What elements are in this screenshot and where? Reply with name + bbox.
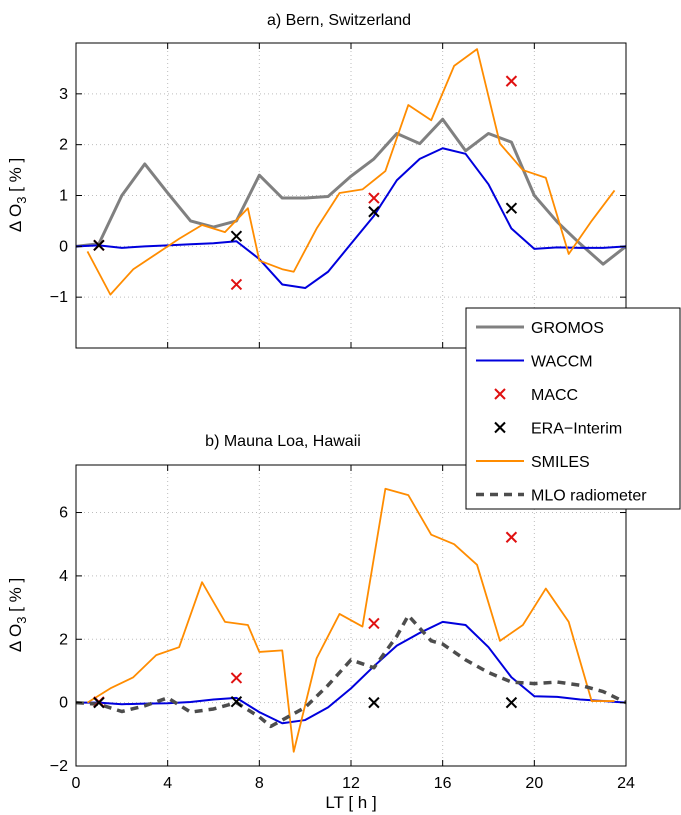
legend-marker xyxy=(494,388,506,400)
legend-entry-smiles: SMILES xyxy=(476,454,590,471)
legend-box xyxy=(465,307,681,510)
marker-era-interim xyxy=(93,239,105,252)
marker-macc xyxy=(368,617,380,630)
y-tick-label: 0 xyxy=(59,238,68,255)
series-line-gromos xyxy=(76,117,626,266)
series-b xyxy=(76,487,626,753)
legend-entry-mlo-radiometer: MLO radiometer xyxy=(476,488,647,505)
y-axis-label-b-unit: [ % ] xyxy=(6,578,25,617)
legend-label: MLO radiometer xyxy=(531,488,647,505)
y-ticks-a: −1 0 1 2 3 xyxy=(50,86,626,306)
x-tick-label: 24 xyxy=(617,775,635,792)
marker-era-interim xyxy=(230,695,243,708)
grid-b xyxy=(76,465,626,767)
x-tick-label: 4 xyxy=(163,775,172,792)
legend-entry-waccm: WACCM xyxy=(476,354,593,371)
y-ticks-b: −2 0 2 4 6 xyxy=(50,505,626,775)
x-ticks-b: 0 4 8 12 16 20 24 xyxy=(72,465,635,792)
y-tick-label: 1 xyxy=(59,188,68,205)
y-axis-label-a-sub: 3 xyxy=(14,197,29,204)
legend-entry-era-interim: ERA−Interim xyxy=(494,421,622,438)
marker-era-interim xyxy=(505,202,518,214)
y-tick-label: 2 xyxy=(59,631,68,648)
marker-era-interim xyxy=(93,696,105,709)
legend-label: ERA−Interim xyxy=(531,421,622,438)
x-tick-label: 20 xyxy=(525,775,543,792)
marker-macc xyxy=(505,75,518,87)
marker-macc xyxy=(230,278,243,291)
marker-era-interim xyxy=(230,230,243,242)
y-tick-label: 0 xyxy=(59,695,68,712)
series-line-smiles xyxy=(86,48,616,296)
series-group xyxy=(76,487,626,753)
series-line-waccm xyxy=(76,620,626,725)
y-axis-label-b-sub: 3 xyxy=(14,617,29,624)
series-line-mlo-radiometer xyxy=(76,613,626,729)
y-tick-label: 3 xyxy=(59,86,68,103)
y-axis-label-b: Δ O3 [ % ] xyxy=(6,578,29,652)
series-line-smiles xyxy=(86,487,615,753)
y-axis-label-a-main: Δ O xyxy=(6,204,25,232)
y-axis-label-a-unit: [ % ] xyxy=(6,158,25,197)
marker-macc xyxy=(368,192,380,204)
series-a xyxy=(76,48,626,296)
legend-entry-macc: MACC xyxy=(494,387,578,404)
marker-era-interim xyxy=(505,696,518,709)
y-tick-label: 2 xyxy=(59,137,68,154)
chart-title-b: b) Mauna Loa, Hawaii xyxy=(205,433,361,450)
legend-marker xyxy=(494,421,506,434)
legend-label: MACC xyxy=(531,387,578,404)
marker-era-interim xyxy=(368,696,380,709)
y-tick-label: 6 xyxy=(59,505,68,522)
plot-frame-b xyxy=(75,464,627,767)
x-tick-label: 8 xyxy=(255,775,264,792)
series-group xyxy=(76,48,626,296)
y-axis-label-b-main: Δ O xyxy=(6,624,25,652)
y-tick-label: −2 xyxy=(50,758,68,775)
legend-label: WACCM xyxy=(531,354,593,371)
marker-macc xyxy=(230,672,243,684)
legend-label: SMILES xyxy=(531,454,590,471)
chart-title-a: a) Bern, Switzerland xyxy=(267,12,411,29)
y-tick-label: −1 xyxy=(50,289,68,306)
y-tick-label: 4 xyxy=(59,568,68,585)
x-tick-label: 12 xyxy=(342,775,360,792)
marker-era-interim xyxy=(368,206,380,218)
y-axis-label-a: Δ O3 [ % ] xyxy=(6,158,29,232)
legend-entries: GROMOS WACCM MACC ERA−Interim SMILES MLO radi… xyxy=(476,320,647,505)
x-axis-label-b: LT [ h ] xyxy=(325,793,376,812)
legend: GROMOS WACCM MACC ERA−Interim SMILES MLO radi… xyxy=(465,307,681,510)
marker-macc xyxy=(505,531,518,543)
grid-a xyxy=(76,43,626,348)
legend-label: GROMOS xyxy=(531,320,604,337)
x-tick-label: 16 xyxy=(434,775,452,792)
x-tick-label: 0 xyxy=(72,775,81,792)
legend-entry-gromos: GROMOS xyxy=(476,320,604,337)
